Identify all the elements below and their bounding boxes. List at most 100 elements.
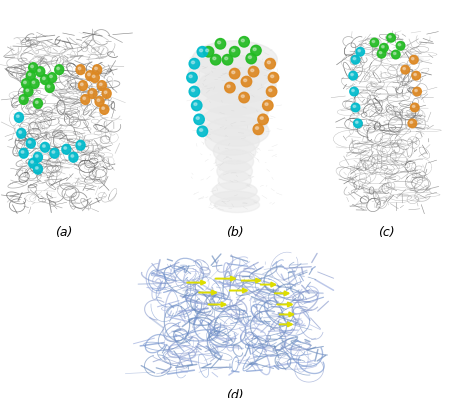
Ellipse shape [24,81,26,84]
Ellipse shape [412,105,415,107]
Ellipse shape [102,107,104,109]
Ellipse shape [205,127,259,155]
Ellipse shape [411,58,414,60]
Ellipse shape [22,79,30,88]
Ellipse shape [401,65,410,74]
Ellipse shape [15,113,24,122]
Ellipse shape [26,89,28,92]
Ellipse shape [92,75,95,78]
Ellipse shape [351,55,360,64]
Ellipse shape [258,114,268,125]
Ellipse shape [28,73,31,76]
Ellipse shape [31,65,33,68]
Ellipse shape [413,87,421,96]
Ellipse shape [266,86,277,97]
Ellipse shape [398,44,401,46]
Ellipse shape [33,99,43,108]
Ellipse shape [55,65,64,74]
Ellipse shape [85,71,94,80]
Ellipse shape [351,103,360,112]
Ellipse shape [229,68,240,79]
Ellipse shape [81,95,90,104]
Ellipse shape [218,41,221,44]
Ellipse shape [253,124,264,135]
Ellipse shape [205,116,269,146]
Ellipse shape [246,53,256,64]
Ellipse shape [241,39,245,42]
Ellipse shape [50,148,59,158]
Ellipse shape [269,89,272,92]
Ellipse shape [189,59,200,69]
Ellipse shape [71,155,73,157]
Ellipse shape [50,75,52,78]
Ellipse shape [253,48,256,51]
Ellipse shape [356,121,358,123]
Ellipse shape [225,57,228,60]
Ellipse shape [52,151,55,153]
Ellipse shape [353,105,356,107]
Ellipse shape [379,52,382,54]
Ellipse shape [263,100,273,111]
Ellipse shape [189,75,192,78]
Ellipse shape [90,73,100,82]
Ellipse shape [40,142,49,152]
Ellipse shape [408,119,417,128]
Ellipse shape [24,87,33,96]
Ellipse shape [81,83,83,86]
Ellipse shape [241,95,245,98]
Ellipse shape [218,170,251,190]
Ellipse shape [36,101,38,103]
Ellipse shape [36,67,45,76]
Ellipse shape [88,73,90,76]
Ellipse shape [46,83,54,92]
Ellipse shape [260,117,264,119]
Ellipse shape [229,47,240,57]
Ellipse shape [200,92,269,127]
Ellipse shape [31,161,33,163]
Ellipse shape [239,92,249,103]
Ellipse shape [382,46,384,48]
Ellipse shape [239,37,249,47]
Ellipse shape [196,117,200,119]
Ellipse shape [198,80,271,115]
Ellipse shape [370,38,379,47]
Text: (c): (c) [378,226,395,239]
Ellipse shape [17,115,19,117]
Ellipse shape [200,49,203,52]
Ellipse shape [90,91,92,94]
Ellipse shape [100,105,109,114]
Ellipse shape [232,71,235,74]
Ellipse shape [215,39,226,49]
Ellipse shape [415,90,417,92]
Ellipse shape [47,73,57,82]
Ellipse shape [100,83,102,86]
Ellipse shape [33,164,43,174]
Ellipse shape [349,71,357,80]
Ellipse shape [203,47,214,57]
Ellipse shape [27,71,35,80]
Ellipse shape [200,129,203,131]
Ellipse shape [351,74,353,76]
Ellipse shape [410,55,418,64]
Ellipse shape [248,56,252,59]
Ellipse shape [393,53,396,55]
Ellipse shape [102,89,111,98]
Ellipse shape [248,66,259,77]
Text: (a): (a) [55,226,73,239]
Ellipse shape [403,68,405,70]
Text: (d): (d) [226,389,244,398]
Ellipse shape [78,81,87,90]
Ellipse shape [21,97,24,100]
Ellipse shape [78,67,81,70]
Ellipse shape [241,76,252,87]
Ellipse shape [194,114,204,125]
Ellipse shape [251,69,254,72]
Ellipse shape [212,182,257,200]
Ellipse shape [251,45,261,56]
Ellipse shape [83,97,85,100]
Ellipse shape [43,145,45,147]
Ellipse shape [392,50,400,59]
Ellipse shape [78,143,81,145]
Ellipse shape [76,140,85,150]
Ellipse shape [387,33,395,42]
